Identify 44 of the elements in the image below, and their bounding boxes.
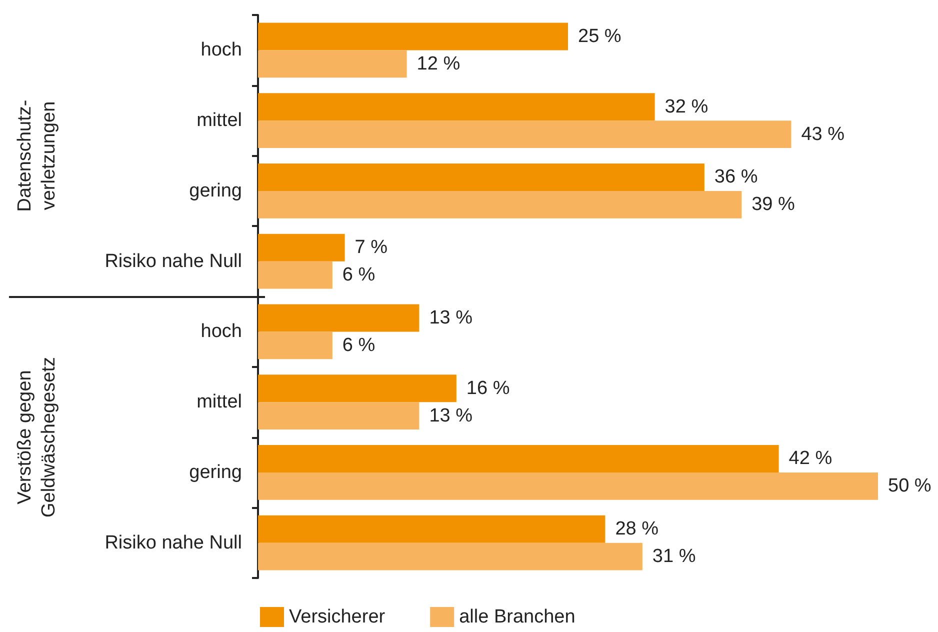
data-label: 7 %	[354, 237, 388, 258]
y-tick-label: gering	[189, 462, 242, 483]
data-label: 16 %	[466, 378, 510, 399]
text: Verstöße gegen Geldwäschegesetz	[14, 356, 60, 518]
data-label: 12 %	[416, 53, 460, 74]
data-label: 13 %	[429, 405, 473, 426]
data-label: 31 %	[652, 546, 696, 568]
bar	[258, 190, 742, 218]
bar	[258, 472, 878, 500]
bar	[258, 402, 420, 430]
y-tick-label: mittel	[196, 392, 242, 413]
y-tick-label: Risiko nahe Null	[104, 532, 242, 554]
bar	[258, 50, 407, 78]
bar	[258, 304, 420, 332]
bar	[258, 515, 606, 543]
y-tick-label: hoch	[200, 321, 242, 342]
y-tick-label: Risiko nahe Null	[104, 250, 242, 272]
data-label: 36 %	[714, 166, 758, 188]
bar	[258, 542, 642, 570]
bar	[258, 332, 332, 360]
bar	[258, 234, 345, 262]
data-label: 25 %	[578, 26, 622, 47]
bar	[258, 93, 655, 121]
y-tick-label: mittel	[196, 110, 242, 132]
data-label: 50 %	[888, 476, 932, 497]
bar	[258, 163, 704, 191]
data-label: 13 %	[429, 307, 473, 328]
data-label: 32 %	[664, 96, 708, 118]
data-label: 43 %	[801, 124, 845, 145]
data-label: 28 %	[615, 518, 659, 540]
data-label: 42 %	[788, 448, 832, 470]
data-label: 6 %	[342, 264, 376, 286]
legend-label: Versicherer	[289, 606, 386, 628]
data-label: 39 %	[752, 194, 796, 216]
bar	[258, 261, 332, 289]
y-tick-label: gering	[189, 180, 242, 202]
bar	[258, 374, 456, 402]
text: Datenschutz- verletzungen	[14, 100, 60, 212]
y-tick-label: hoch	[200, 40, 242, 61]
bar	[258, 120, 792, 148]
data-label: 6 %	[342, 334, 376, 356]
legend-label: alle Branchen	[459, 606, 576, 628]
bar	[258, 22, 568, 50]
bar	[258, 444, 779, 472]
